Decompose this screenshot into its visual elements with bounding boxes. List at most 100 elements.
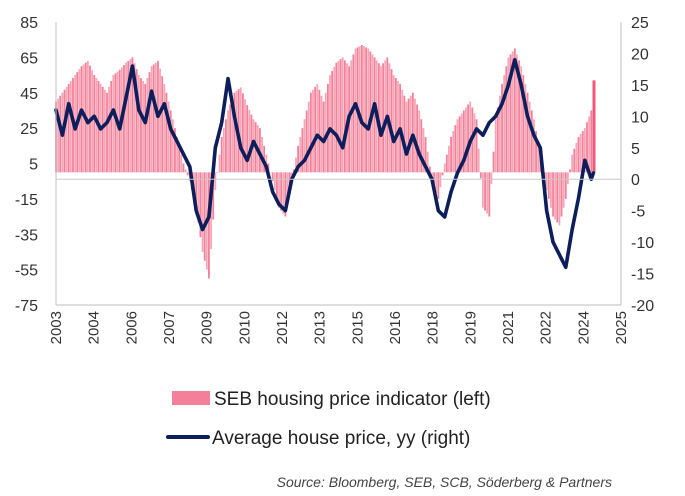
- bar: [422, 128, 425, 173]
- bar: [307, 101, 310, 173]
- bar: [133, 63, 136, 173]
- bar: [273, 172, 276, 191]
- bar: [180, 154, 183, 173]
- left-tick-label: 25: [20, 121, 38, 138]
- bar: [392, 75, 395, 173]
- bar: [530, 110, 533, 173]
- bar: [414, 98, 416, 173]
- bar: [110, 80, 113, 173]
- bar: [339, 59, 342, 173]
- bar: [231, 98, 234, 173]
- bar: [505, 66, 508, 173]
- bar: [165, 92, 168, 173]
- bar: [227, 110, 229, 173]
- bar: [146, 78, 149, 173]
- bar: [95, 78, 98, 173]
- bar: [428, 166, 431, 173]
- right-tick-label: -20: [631, 298, 654, 315]
- bar: [309, 92, 312, 173]
- bar: [564, 172, 567, 199]
- bar: [341, 57, 344, 173]
- bar: [373, 57, 376, 173]
- bar: [482, 172, 484, 208]
- bar: [318, 89, 321, 173]
- bar: [329, 75, 331, 173]
- bar: [305, 110, 308, 173]
- bar: [467, 104, 469, 173]
- bar: [297, 145, 300, 173]
- bar: [244, 99, 246, 173]
- bar: [69, 80, 72, 173]
- bar: [533, 119, 535, 173]
- bar: [186, 172, 189, 176]
- bar: [284, 172, 287, 217]
- bar: [407, 98, 410, 173]
- bar: [112, 75, 115, 173]
- bar: [363, 46, 365, 173]
- bar: [152, 64, 155, 173]
- bar: [369, 51, 372, 173]
- bar: [201, 172, 204, 252]
- bar: [452, 131, 455, 173]
- bar: [324, 92, 327, 173]
- bar: [537, 142, 540, 173]
- bar: [405, 101, 408, 173]
- bar: [511, 51, 514, 173]
- bar: [269, 172, 272, 173]
- bar: [420, 119, 423, 173]
- bar: [465, 107, 467, 173]
- bar: [208, 172, 210, 279]
- bar: [499, 95, 501, 173]
- right-tick-label: 0: [631, 172, 640, 189]
- bar: [571, 154, 574, 173]
- bar: [176, 136, 178, 173]
- x-tick-label: 2013: [312, 311, 329, 344]
- left-axis-ticks: 85 65 45 25 5 -15 -35 -55 -75: [15, 15, 38, 315]
- bar: [365, 47, 368, 173]
- bar: [343, 60, 346, 173]
- bar: [352, 54, 355, 173]
- bar: [82, 64, 85, 173]
- bar: [322, 101, 325, 173]
- bar: [403, 95, 406, 173]
- bar: [174, 128, 176, 173]
- x-tick-label: 2022: [538, 311, 555, 344]
- bar: [390, 69, 393, 173]
- bar: [114, 73, 117, 173]
- bar: [492, 151, 495, 173]
- bar: [142, 80, 144, 173]
- bar: [520, 66, 523, 173]
- legend-swatch-bars: [172, 391, 210, 405]
- bar: [416, 104, 418, 173]
- bar: [586, 122, 588, 173]
- right-tick-label: -10: [631, 235, 654, 252]
- bar: [528, 101, 531, 173]
- x-tick-label: 2007: [161, 311, 178, 344]
- bar: [456, 119, 459, 173]
- x-tick-label: 2003: [48, 311, 65, 344]
- bar: [409, 95, 412, 173]
- bar: [490, 172, 493, 185]
- bar: [203, 172, 206, 261]
- bar: [222, 128, 225, 173]
- bar: [518, 60, 520, 173]
- bar: [450, 136, 452, 173]
- bar: [560, 172, 563, 217]
- bar: [552, 172, 554, 217]
- bar: [545, 172, 548, 191]
- bar: [335, 62, 338, 173]
- bar: [271, 172, 274, 182]
- x-tick-label: 2025: [613, 311, 630, 344]
- bar: [367, 48, 370, 173]
- bar: [441, 172, 444, 176]
- bar: [424, 136, 427, 173]
- bar: [562, 172, 565, 208]
- bar: [535, 131, 537, 173]
- bar: [384, 60, 387, 173]
- right-tick-label: 10: [631, 109, 649, 126]
- bar: [554, 172, 557, 220]
- bar: [469, 101, 472, 173]
- bar: [276, 172, 278, 199]
- bar: [573, 148, 576, 173]
